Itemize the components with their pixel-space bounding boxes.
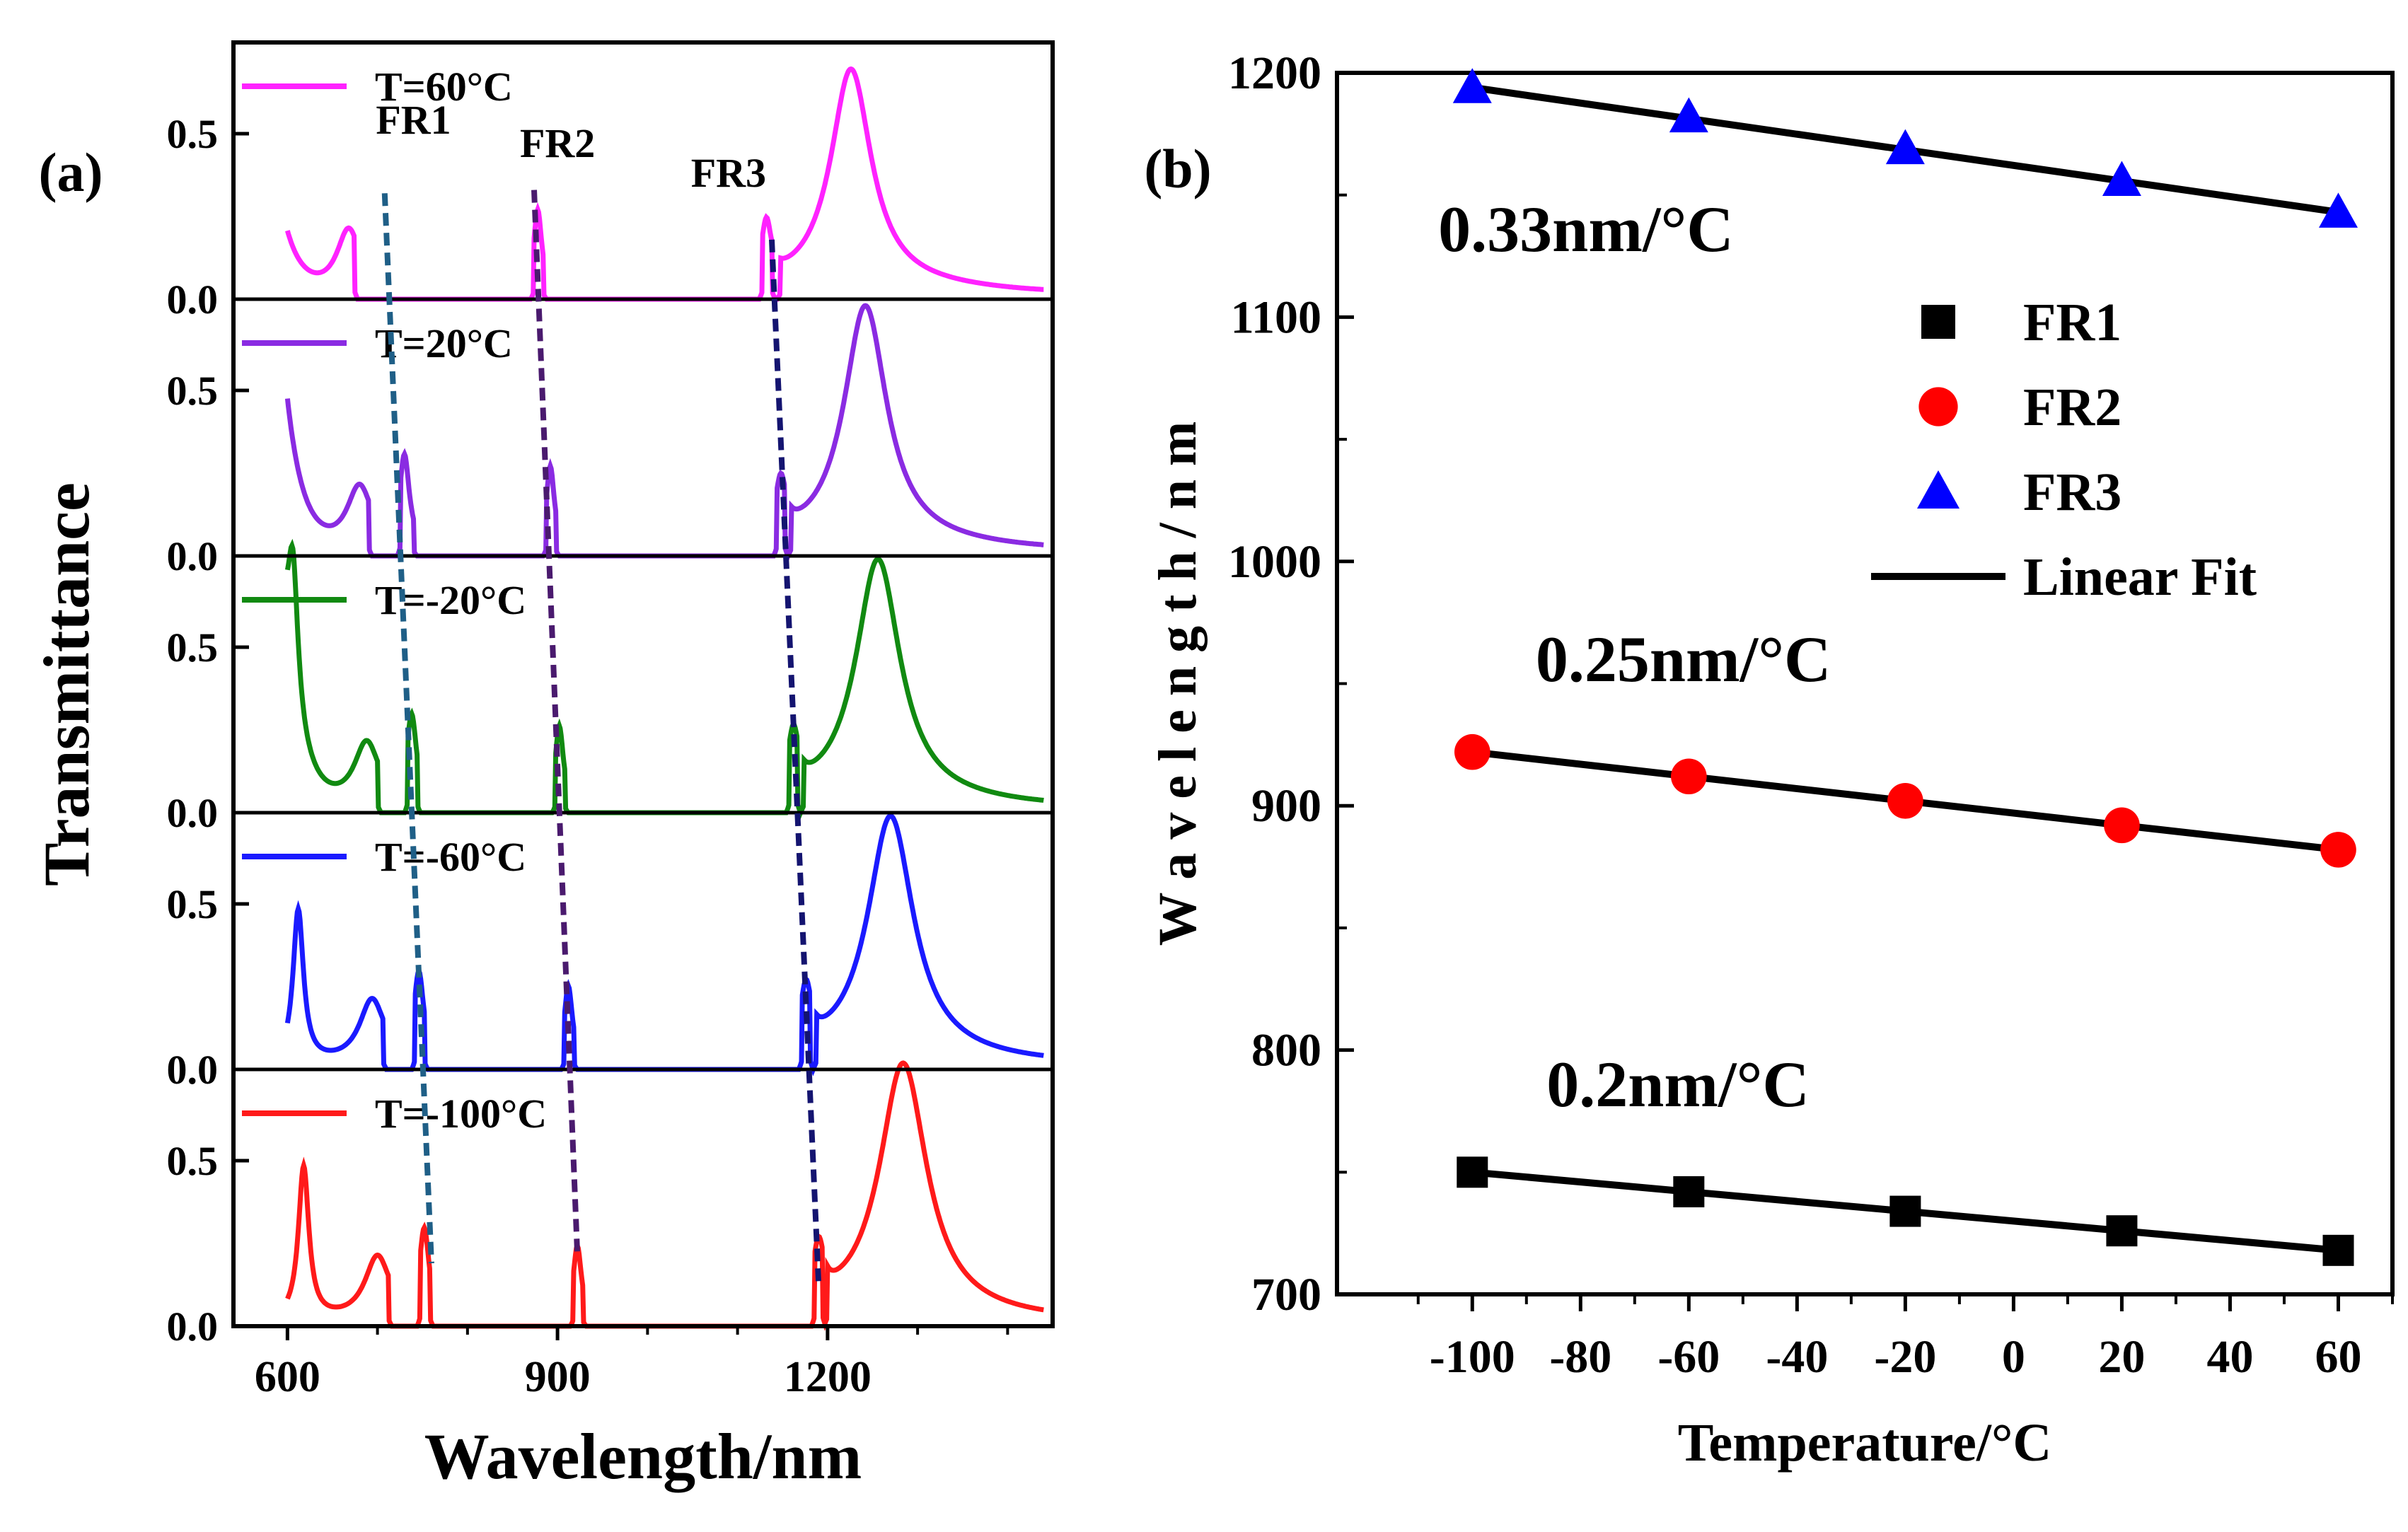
y-tick-label: 1100 <box>1231 291 1321 343</box>
data-point-fr3 <box>2318 192 2358 228</box>
x-tick-label: 0 <box>2002 1331 2025 1383</box>
legend-label: T=-20°C <box>375 577 526 623</box>
x-tick-label: 1200 <box>784 1353 872 1401</box>
subplot-4: T=-60°C 0.0 0.5 <box>167 811 1053 1093</box>
legend-label: T=-100°C <box>375 1091 547 1137</box>
data-point-fr1 <box>2322 1234 2354 1266</box>
guide-label: FR2 <box>520 120 595 166</box>
guide-label: FR1 <box>376 97 451 143</box>
data-point-fr3 <box>1669 97 1708 133</box>
y-tick-label: 0.0 <box>167 790 219 836</box>
legend-marker <box>1917 470 1960 509</box>
data-point-fr2 <box>1887 782 1923 819</box>
legend-label: Linear Fit <box>2023 547 2257 607</box>
slope-annotation: 0.33nm/°C <box>1438 193 1734 265</box>
legend-label: T=-60°C <box>375 834 526 880</box>
data-point-fr1 <box>1673 1176 1705 1207</box>
subplot-5: T=-100°C 0.0 0.5 <box>167 1060 1053 1350</box>
guide-line-fr1 <box>381 193 434 1264</box>
data-point-fr3 <box>1885 129 1925 165</box>
guide-label: FR3 <box>691 150 766 196</box>
subplot-3: T=-20°C 0.0 0.5 <box>167 538 1053 836</box>
data-point-fr1 <box>1889 1195 1921 1227</box>
y-axis-title: W a v e l e n g t h / n m <box>1148 422 1208 946</box>
y-tick-label: 0.5 <box>167 368 219 414</box>
data-point-fr3 <box>1452 68 1492 103</box>
x-tick-label: 40 <box>2206 1331 2253 1383</box>
y-tick-label: 0.0 <box>167 277 219 323</box>
legend-marker <box>1918 387 1958 426</box>
x-tick-label: -20 <box>1874 1331 1936 1383</box>
legend-label: T=20°C <box>375 320 513 366</box>
data-point-fr2 <box>1671 758 1707 795</box>
y-tick-label: 0.5 <box>167 1138 219 1184</box>
panel-a-frame <box>231 40 1055 1328</box>
subplot-2: T=20°C 0.0 0.5 <box>167 297 1053 579</box>
x-tick-label: 20 <box>2098 1331 2145 1383</box>
panel-label-b: (b) <box>1144 138 1211 199</box>
x-tick-label: -80 <box>1549 1331 1611 1383</box>
y-tick-label: 0.0 <box>167 1304 219 1350</box>
x-tick-label: 900 <box>525 1353 591 1401</box>
data-point-fr1 <box>1457 1156 1488 1188</box>
x-axis-title: Temperature/°C <box>1678 1413 2052 1473</box>
x-tick-label: -40 <box>1766 1331 1828 1383</box>
y-tick-label: 0.0 <box>167 1047 219 1093</box>
y-tick-label: 0.5 <box>167 625 219 671</box>
legend-label: FR3 <box>2023 463 2122 522</box>
y-tick-label: 700 <box>1251 1269 1321 1321</box>
x-tick-label: -60 <box>1657 1331 1720 1383</box>
data-point-fr1 <box>2106 1215 2138 1247</box>
x-tick-label: 60 <box>2315 1331 2361 1383</box>
y-tick-label: 0.0 <box>167 533 219 579</box>
panel-label-a: (a) <box>39 141 103 203</box>
x-axis-title: Wavelength/nm <box>424 1420 862 1492</box>
y-tick-label: 1000 <box>1228 536 1321 588</box>
data-point-fr3 <box>2102 161 2141 196</box>
legend-label: T=60°C <box>375 64 513 110</box>
y-tick-label: 0.5 <box>167 881 219 927</box>
slope-annotation: 0.25nm/°C <box>1536 623 1831 695</box>
data-point-fr2 <box>2104 807 2140 844</box>
legend-label: FR1 <box>2023 293 2122 352</box>
x-tick-label: -100 <box>1430 1331 1515 1383</box>
y-tick-label: 1200 <box>1228 47 1321 99</box>
data-point-fr2 <box>1454 733 1490 770</box>
y-axis-title: Transmittance <box>30 482 103 886</box>
y-tick-label: 800 <box>1251 1025 1321 1077</box>
slope-annotation: 0.2nm/°C <box>1546 1048 1810 1120</box>
y-tick-label: 900 <box>1251 780 1321 832</box>
x-tick-label: 600 <box>255 1353 320 1401</box>
legend-marker <box>1921 305 1955 339</box>
y-tick-label: 0.5 <box>167 111 219 157</box>
legend-label: FR2 <box>2023 378 2122 437</box>
data-point-fr2 <box>2320 832 2356 868</box>
subplot-1: T=60°C 0.0 0.5 <box>167 64 1044 323</box>
guide-line-fr3 <box>768 239 822 1284</box>
